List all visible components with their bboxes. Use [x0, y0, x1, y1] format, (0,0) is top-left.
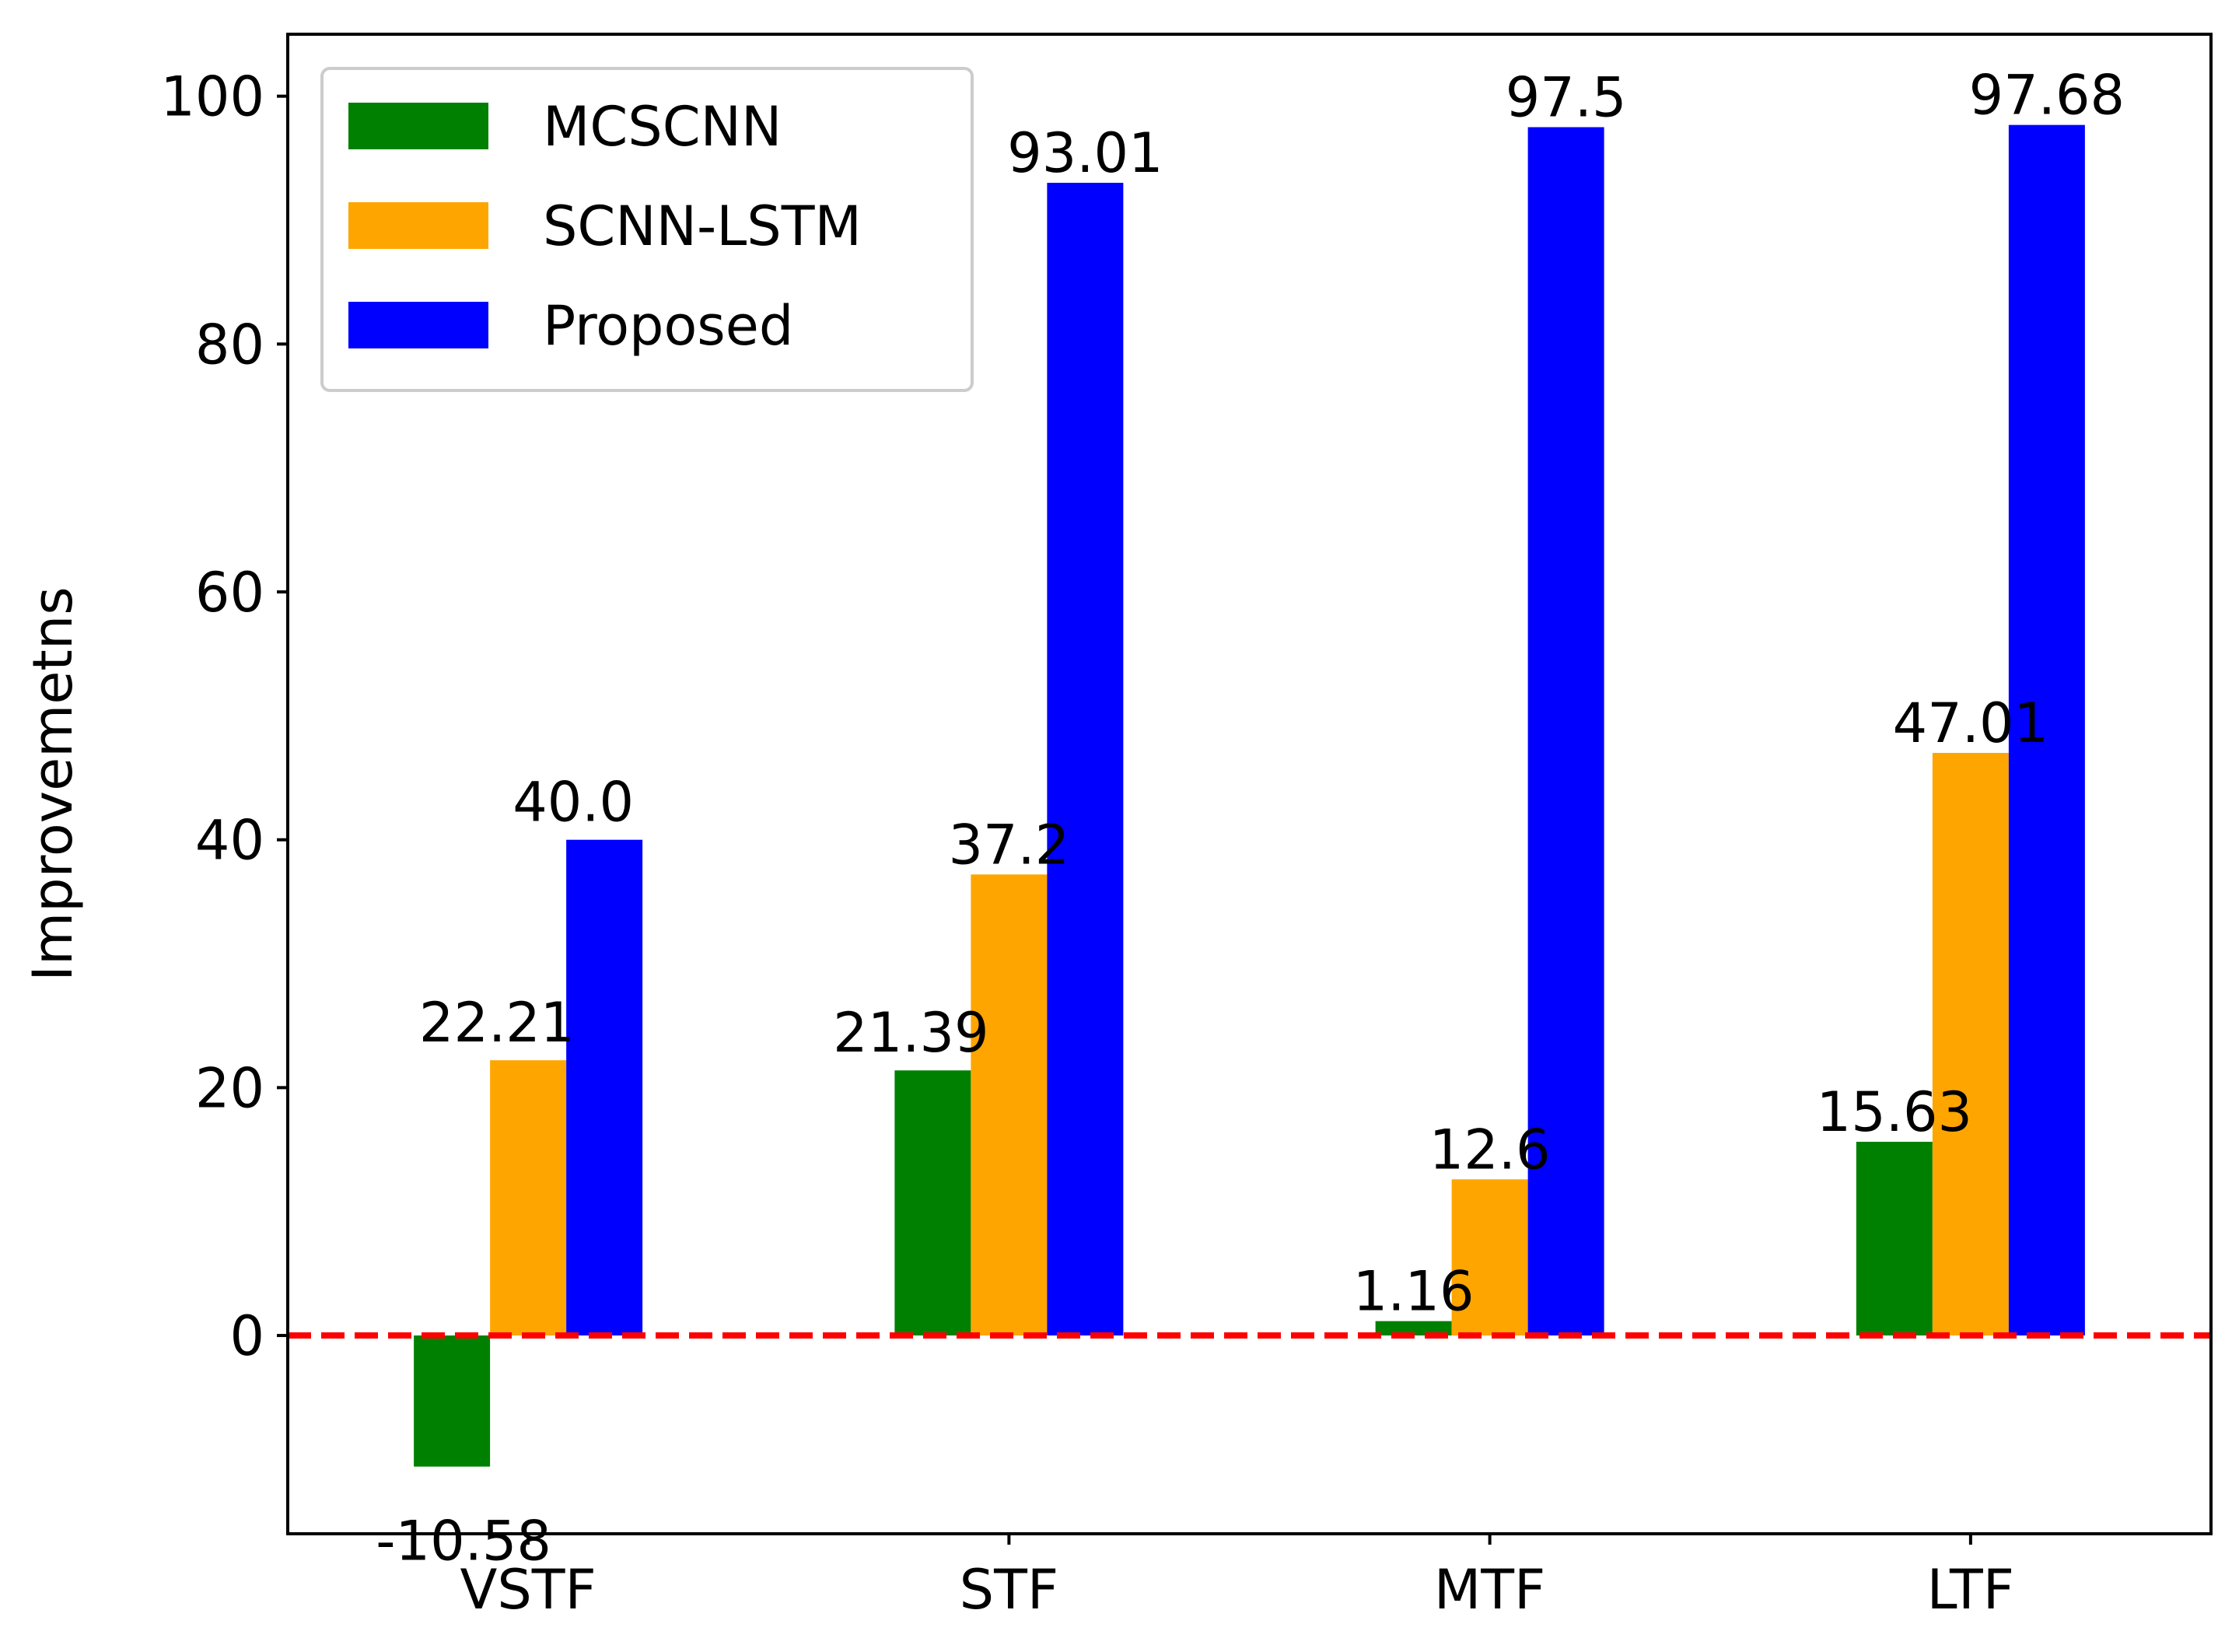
- y-tick-label: 20: [195, 1056, 264, 1120]
- x-tick-label-stf: STF: [960, 1558, 1058, 1622]
- y-tick-label: 80: [195, 313, 264, 376]
- data-label-proposed-vstf: 40.0: [513, 771, 634, 835]
- bar-scnn-lstm-mtf: [1451, 1179, 1528, 1336]
- y-tick-label: 60: [195, 561, 264, 625]
- data-labels-layer: -10.58 22.21 40.0 21.39 37.2 93.01 1.16 12.6 97.…: [376, 64, 2125, 1573]
- data-label-proposed-stf: 93.01: [1007, 121, 1163, 185]
- bar-proposed-stf: [1047, 183, 1124, 1336]
- x-tick-label-vstf: VSTF: [460, 1558, 596, 1622]
- legend-label-mcscnn: MCSCNN: [543, 95, 782, 159]
- data-label-mcscnn-vstf: -10.58: [376, 1510, 551, 1573]
- bar-scnn-lstm-ltf: [1932, 753, 2009, 1336]
- data-label-proposed-ltf: 97.68: [1969, 64, 2125, 128]
- plot-frame: [286, 33, 2213, 1535]
- bar-proposed-vstf: [566, 839, 643, 1336]
- data-label-scnn-lstm-stf: 37.2: [948, 813, 1069, 877]
- y-axis-title: Improvemetns: [21, 586, 85, 981]
- data-label-mcscnn-mtf: 1.16: [1353, 1260, 1475, 1324]
- bar-proposed-mtf: [1527, 127, 1604, 1336]
- y-axis: 0 20 40 60 80 100: [160, 65, 288, 1368]
- legend-label-scnn-lstm: SCNN-LSTM: [543, 194, 862, 258]
- data-label-scnn-lstm-mtf: 12.6: [1429, 1118, 1551, 1181]
- y-tick-label: 40: [195, 809, 264, 873]
- legend-label-proposed: Proposed: [543, 294, 793, 358]
- legend-swatch-mcscnn: [348, 103, 488, 149]
- data-label-mcscnn-stf: 21.39: [833, 1001, 988, 1065]
- x-tick-label-ltf: LTF: [1927, 1558, 2014, 1622]
- bar-mcscnn-stf: [894, 1070, 971, 1336]
- y-tick-label: 100: [160, 65, 264, 129]
- legend-swatch-proposed: [348, 302, 488, 348]
- data-label-proposed-mtf: 97.5: [1506, 66, 1627, 130]
- data-label-scnn-lstm-vstf: 22.21: [419, 991, 575, 1055]
- bar-mcscnn-mtf: [1375, 1321, 1452, 1336]
- x-tick-label-mtf: MTF: [1434, 1558, 1545, 1622]
- bar-proposed-ltf: [2008, 124, 2085, 1336]
- bar-scnn-lstm-stf: [971, 874, 1048, 1336]
- bar-mcscnn-vstf: [414, 1335, 491, 1467]
- bar-scnn-lstm-vstf: [490, 1060, 567, 1336]
- data-label-mcscnn-ltf: 15.63: [1817, 1080, 1972, 1144]
- bar-mcscnn-ltf: [1856, 1142, 1933, 1336]
- y-tick-label: 0: [229, 1304, 264, 1368]
- data-label-scnn-lstm-ltf: 47.01: [1893, 691, 2048, 755]
- legend-swatch-scnn-lstm: [348, 202, 488, 249]
- bars-layer: [414, 124, 2085, 1467]
- legend: MCSCNN SCNN-LSTM Proposed: [320, 67, 974, 392]
- x-axis: VSTF STF MTF LTF: [460, 1534, 2014, 1622]
